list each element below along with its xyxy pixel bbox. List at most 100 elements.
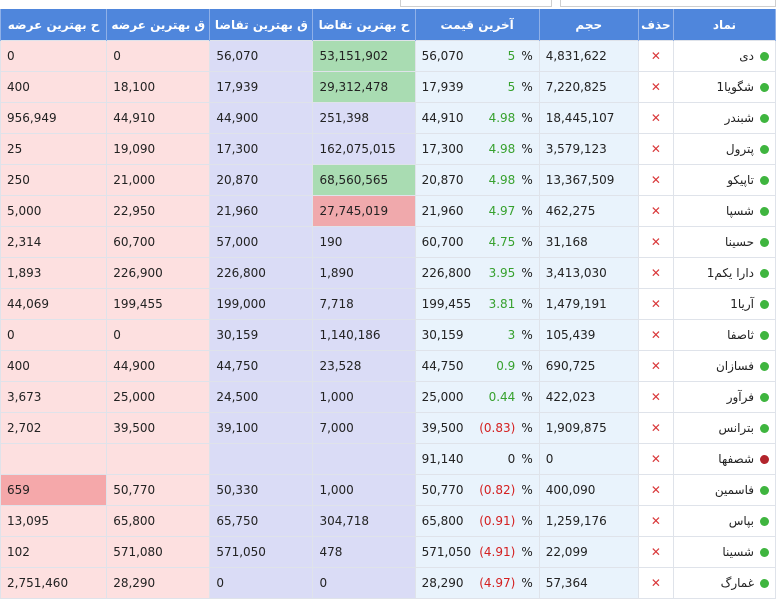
symbol-cell[interactable]: فاسمین bbox=[672, 474, 776, 506]
delete-cell[interactable]: ✕ bbox=[637, 195, 674, 227]
delete-cell[interactable]: ✕ bbox=[637, 40, 674, 72]
symbol-cell[interactable]: شسینا bbox=[672, 536, 776, 568]
symbol-name[interactable]: شگویا1 bbox=[716, 80, 754, 94]
delete-icon[interactable]: ✕ bbox=[650, 49, 661, 63]
delete-icon[interactable]: ✕ bbox=[650, 235, 661, 249]
symbol-cell[interactable]: غمارگ bbox=[672, 567, 776, 599]
table-row[interactable]: پترول ✕ 3,579,123 17,300 4.98% 162,075,015 17,… bbox=[0, 133, 776, 165]
delete-cell[interactable]: ✕ bbox=[637, 102, 674, 134]
delete-cell[interactable]: ✕ bbox=[637, 412, 674, 444]
delete-cell[interactable]: ✕ bbox=[637, 567, 674, 599]
delete-cell[interactable]: ✕ bbox=[637, 536, 674, 568]
delete-cell[interactable]: ✕ bbox=[637, 505, 674, 537]
delete-cell[interactable]: ✕ bbox=[637, 164, 674, 196]
table-row[interactable]: فسازان ✕ 690,725 44,750 0.9% 23,528 44,750 44,9… bbox=[0, 350, 776, 382]
symbol-cell[interactable]: تاپیکو bbox=[672, 164, 776, 196]
delete-icon[interactable]: ✕ bbox=[650, 514, 661, 528]
table-row[interactable]: حسینا ✕ 31,168 60,700 4.75% 190 57,000 60,700 2,… bbox=[0, 226, 776, 258]
column-header-volume[interactable]: حجم bbox=[538, 9, 639, 41]
table-row[interactable]: بپاس ✕ 1,259,176 65,800 (0.91)% 304,718 65,750… bbox=[0, 505, 776, 537]
symbol-name[interactable]: دارا یکم1 bbox=[706, 266, 754, 280]
column-header-ask-price[interactable]: ق بهترین عرضه bbox=[106, 9, 211, 41]
symbol-name[interactable]: حسینا bbox=[724, 235, 754, 249]
symbol-name[interactable]: فاسمین bbox=[714, 483, 754, 497]
symbol-name[interactable]: بپاس bbox=[728, 514, 754, 528]
delete-icon[interactable]: ✕ bbox=[650, 328, 661, 342]
delete-cell[interactable]: ✕ bbox=[637, 474, 674, 506]
column-header-symbol[interactable]: نماد bbox=[672, 9, 776, 41]
table-row[interactable]: فاسمین ✕ 400,090 50,770 (0.82)% 1,000 50,330 50… bbox=[0, 474, 776, 506]
symbol-cell[interactable]: شبندر bbox=[672, 102, 776, 134]
delete-cell[interactable]: ✕ bbox=[637, 288, 674, 320]
delete-icon[interactable]: ✕ bbox=[650, 390, 661, 404]
symbol-cell[interactable]: پترول bbox=[672, 133, 776, 165]
delete-icon[interactable]: ✕ bbox=[650, 359, 661, 373]
delete-icon[interactable]: ✕ bbox=[650, 266, 661, 280]
symbol-cell[interactable]: آریا1 bbox=[672, 288, 776, 320]
column-header-ask-volume[interactable]: ح بهترین عرضه bbox=[0, 9, 108, 41]
symbol-name[interactable]: فسازان bbox=[715, 359, 754, 373]
delete-cell[interactable]: ✕ bbox=[637, 71, 674, 103]
symbol-name[interactable]: غمارگ bbox=[720, 576, 754, 590]
symbol-cell[interactable]: دی bbox=[672, 40, 776, 72]
column-header-last-price[interactable]: آخرین قیمت bbox=[414, 9, 540, 41]
symbol-name[interactable]: دی bbox=[739, 49, 754, 63]
symbol-cell[interactable]: فسازان bbox=[672, 350, 776, 382]
delete-cell[interactable]: ✕ bbox=[637, 319, 674, 351]
delete-cell[interactable]: ✕ bbox=[637, 257, 674, 289]
delete-icon[interactable]: ✕ bbox=[650, 80, 661, 94]
table-row[interactable]: شسپا ✕ 462,275 21,960 4.97% 27,745,019 21,960 2… bbox=[0, 195, 776, 227]
column-header-bid-volume[interactable]: ح بهترین تقاضا bbox=[312, 9, 416, 41]
delete-icon[interactable]: ✕ bbox=[650, 576, 661, 590]
delete-icon[interactable]: ✕ bbox=[650, 142, 661, 156]
table-row[interactable]: شگویا1 ✕ 7,220,825 17,939 5% 29,312,478 17,939… bbox=[0, 71, 776, 103]
table-row[interactable]: دی ✕ 4,831,622 56,070 5% 53,151,902 56,070 0 0 bbox=[0, 40, 776, 72]
delete-cell[interactable]: ✕ bbox=[637, 350, 674, 382]
symbol-cell[interactable]: شگویا1 bbox=[672, 71, 776, 103]
symbol-name[interactable]: تاپیکو bbox=[727, 173, 754, 187]
symbol-name[interactable]: شبندر bbox=[724, 111, 754, 125]
toolbar-field[interactable] bbox=[560, 0, 776, 7]
toolbar-field[interactable] bbox=[400, 0, 552, 7]
table-row[interactable]: ثاصفا ✕ 105,439 30,159 3% 1,140,186 30,159 0 0 bbox=[0, 319, 776, 351]
symbol-name[interactable]: فرآور bbox=[726, 390, 754, 404]
delete-icon[interactable]: ✕ bbox=[650, 297, 661, 311]
table-row[interactable]: آریا1 ✕ 1,479,191 199,455 3.81% 7,718 199,000 1… bbox=[0, 288, 776, 320]
symbol-name[interactable]: شسینا bbox=[722, 545, 754, 559]
table-row[interactable]: فرآور ✕ 422,023 25,000 0.44% 1,000 24,500 25,00… bbox=[0, 381, 776, 413]
delete-cell[interactable]: ✕ bbox=[637, 226, 674, 258]
table-row[interactable]: شصفها ✕ 0 91,140 0% bbox=[0, 443, 776, 475]
delete-icon[interactable]: ✕ bbox=[650, 483, 661, 497]
symbol-name[interactable]: شسپا bbox=[725, 204, 754, 218]
symbol-name[interactable]: پترول bbox=[725, 142, 754, 156]
delete-icon[interactable]: ✕ bbox=[650, 421, 661, 435]
symbol-cell[interactable]: شصفها bbox=[672, 443, 776, 475]
delete-icon[interactable]: ✕ bbox=[650, 111, 661, 125]
symbol-name[interactable]: آریا1 bbox=[730, 297, 754, 311]
symbol-cell[interactable]: دارا یکم1 bbox=[672, 257, 776, 289]
table-row[interactable]: شسینا ✕ 22,099 571,050 (4.91)% 478 571,050 571,… bbox=[0, 536, 776, 568]
table-row[interactable]: شبندر ✕ 18,445,107 44,910 4.98% 251,398 44,900… bbox=[0, 102, 776, 134]
symbol-cell[interactable]: فرآور bbox=[672, 381, 776, 413]
symbol-name[interactable]: بترانس bbox=[718, 421, 754, 435]
delete-icon[interactable]: ✕ bbox=[650, 545, 661, 559]
delete-icon[interactable]: ✕ bbox=[650, 173, 661, 187]
table-row[interactable]: تاپیکو ✕ 13,367,509 20,870 4.98% 68,560,565 20… bbox=[0, 164, 776, 196]
table-row[interactable]: دارا یکم1 ✕ 3,413,030 226,800 3.95% 1,890 226,… bbox=[0, 257, 776, 289]
symbol-cell[interactable]: حسینا bbox=[672, 226, 776, 258]
symbol-cell[interactable]: بترانس bbox=[672, 412, 776, 444]
symbol-cell[interactable]: بپاس bbox=[672, 505, 776, 537]
delete-cell[interactable]: ✕ bbox=[637, 443, 674, 475]
symbol-name[interactable]: ثاصفا bbox=[727, 328, 754, 342]
symbol-cell[interactable]: ثاصفا bbox=[672, 319, 776, 351]
delete-cell[interactable]: ✕ bbox=[637, 381, 674, 413]
symbol-cell[interactable]: شسپا bbox=[672, 195, 776, 227]
delete-icon[interactable]: ✕ bbox=[650, 452, 661, 466]
symbol-name[interactable]: شصفها bbox=[718, 452, 754, 466]
delete-icon[interactable]: ✕ bbox=[650, 204, 661, 218]
column-header-bid-price[interactable]: ق بهترین تقاضا bbox=[209, 9, 314, 41]
column-header-delete[interactable]: حذف bbox=[637, 9, 674, 41]
delete-cell[interactable]: ✕ bbox=[637, 133, 674, 165]
table-row[interactable]: غمارگ ✕ 57,364 28,290 (4.97)% 0 0 28,290 2,751,4… bbox=[0, 567, 776, 599]
table-row[interactable]: بترانس ✕ 1,909,875 39,500 (0.83)% 7,000 39,100… bbox=[0, 412, 776, 444]
